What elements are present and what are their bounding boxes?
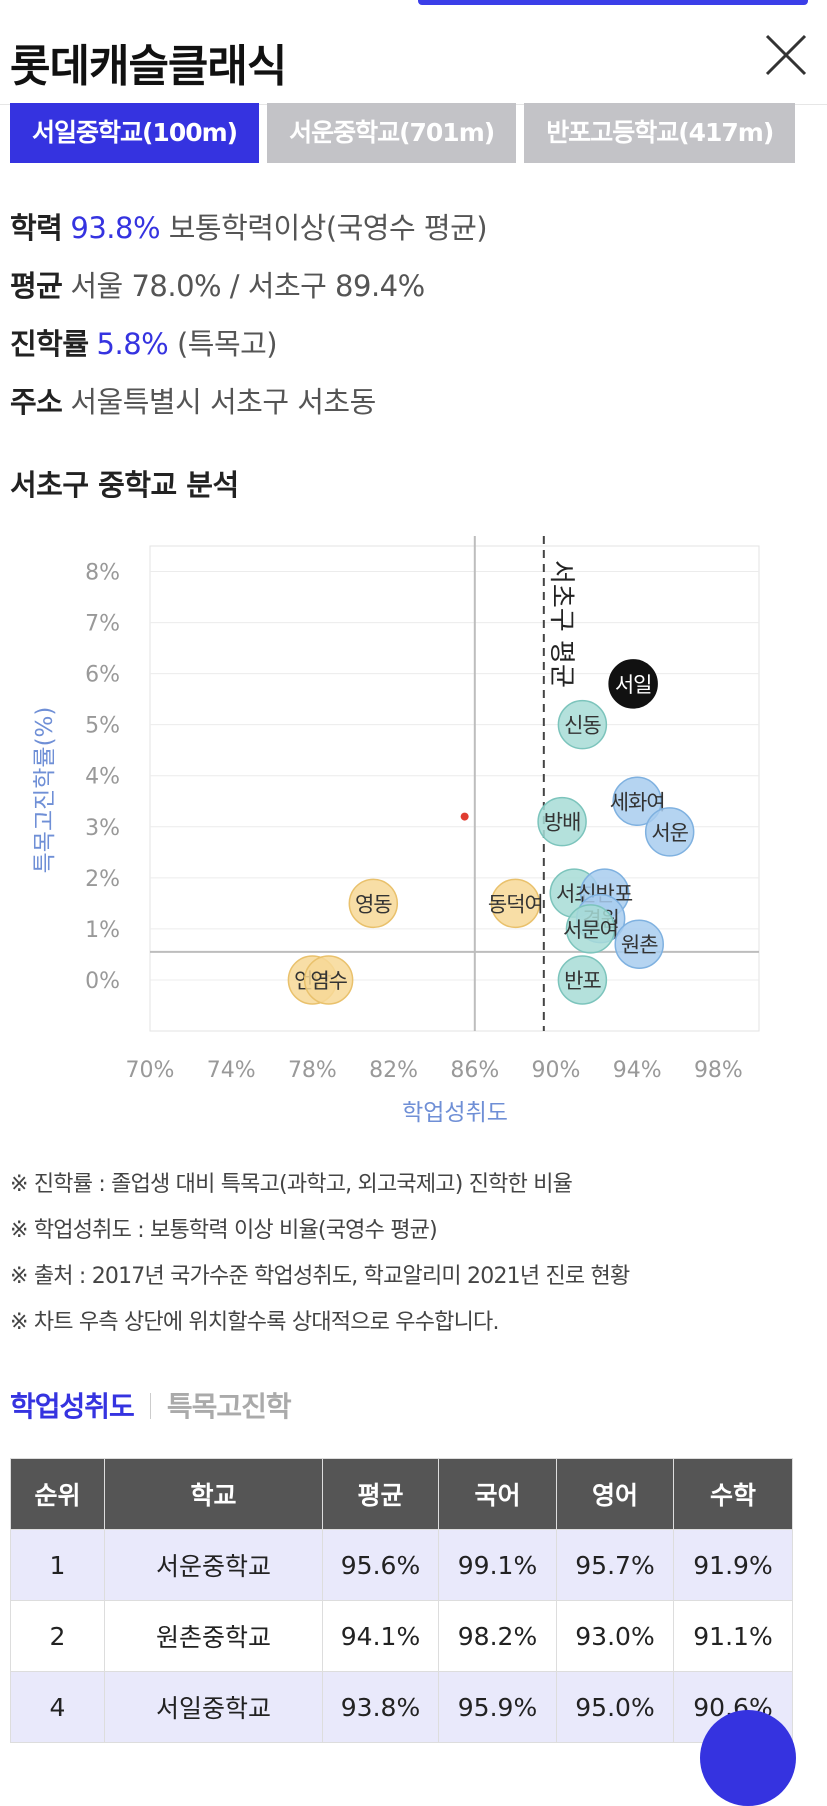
school-point-label: 서문여 bbox=[563, 918, 618, 942]
school-point bbox=[348, 878, 399, 929]
school-point bbox=[565, 904, 616, 954]
tab-seoil[interactable]: 서일중학교(100m) bbox=[10, 103, 260, 163]
y-tick-label: 7% bbox=[85, 612, 120, 637]
y-tick-label: 1% bbox=[85, 918, 120, 943]
district-average-label: 서초구 평균 bbox=[546, 560, 576, 688]
y-tick-label: 5% bbox=[85, 714, 120, 739]
col-avg: 평균 bbox=[322, 1458, 439, 1530]
floating-action-button[interactable] bbox=[700, 1710, 796, 1806]
note-guide: ※ 차트 우측 상단에 위치할수록 상대적으로 우수합니다. bbox=[10, 1310, 499, 1335]
col-kor: 국어 bbox=[438, 1458, 557, 1530]
x-tick-label: 78% bbox=[288, 1058, 337, 1083]
table-row[interactable]: 1 서운중학교 95.6% 99.1% 95.7% 91.9% bbox=[10, 1529, 793, 1601]
tab-seoun[interactable]: 서운중학교(701m) bbox=[267, 103, 517, 163]
achievement-value: 93.8% bbox=[70, 211, 161, 245]
y-tick-label: 3% bbox=[85, 816, 120, 841]
y-tick-label: 0% bbox=[85, 969, 120, 994]
col-school: 학교 bbox=[104, 1458, 323, 1530]
y-tick-label: 8% bbox=[85, 561, 120, 586]
school-point-label: 반포 bbox=[564, 969, 601, 993]
plot-area bbox=[149, 545, 760, 1032]
y-axis-title: 특목고진학률(%) bbox=[32, 707, 58, 874]
school-point bbox=[557, 955, 608, 1005]
info-advancement: 진학률 5.8% (특목고) bbox=[10, 327, 278, 361]
info-address: 주소 서울특별시 서초구 서초동 bbox=[10, 385, 376, 419]
note-advancement: ※ 진학률 : 졸업생 대비 특목고(과학고, 외고국제고) 진학한 비율 bbox=[10, 1172, 573, 1197]
school-info: 학력 93.8% 보통학력이상(국영수 평균) 평균 서울 78.0% / 서초구 … bbox=[10, 205, 488, 437]
tab-achievement[interactable]: 학업성취도 bbox=[10, 1390, 135, 1423]
tab-advancement[interactable]: 특목고진학 bbox=[166, 1390, 292, 1423]
scatter-chart: 0% 1% 2% 3% 4% 5% 6% 7% 8% 70% 74% 78% 82% 86% 90% 94% 9… bbox=[32, 536, 760, 1126]
table-row[interactable]: 4 서일중학교 93.8% 95.9% 95.0% 90.6% bbox=[10, 1671, 793, 1743]
school-point-label: 방배 bbox=[544, 811, 581, 835]
y-tick-label: 4% bbox=[85, 765, 120, 790]
school-point bbox=[557, 699, 608, 750]
school-point bbox=[303, 955, 354, 1005]
ranking-table: 순위 학교 평균 국어 영어 수학 1 서운중학교 95.6% 99.1% 95… bbox=[10, 1458, 793, 1743]
school-point-label: 원촌 bbox=[621, 933, 658, 957]
header: 롯데캐슬클래식 bbox=[0, 18, 827, 105]
school-point-label: 신동 bbox=[564, 714, 601, 738]
chart-notes: ※ 진학률 : 졸업생 대비 특목고(과학고, 외고국제고) 진학한 비율 ※ … bbox=[10, 1166, 630, 1350]
close-icon[interactable] bbox=[763, 32, 809, 78]
school-tabs: 서일중학교(100m) 서운중학교(701m) 반포고등학교(417m) bbox=[10, 103, 827, 163]
col-rank: 순위 bbox=[10, 1458, 105, 1530]
info-average: 평균 서울 78.0% / 서초구 89.4% bbox=[10, 269, 425, 303]
ranking-tabs: 학업성취도 특목고진학 bbox=[10, 1385, 292, 1425]
school-point bbox=[614, 919, 664, 969]
school-point bbox=[537, 796, 587, 847]
advancement-value: 5.8% bbox=[96, 327, 169, 361]
school-point-label: 서일 bbox=[615, 673, 652, 697]
school-point-label: 염수 bbox=[310, 969, 347, 993]
school-point bbox=[490, 878, 541, 929]
note-achievement: ※ 학업성취도 : 보통학력 이상 비율(국영수 평균) bbox=[10, 1218, 438, 1243]
note-source: ※ 출처 : 2017년 국가수준 학업성취도, 학교알리미 2021년 진로 … bbox=[10, 1264, 630, 1289]
page-title: 롯데캐슬클래식 bbox=[10, 41, 287, 92]
info-achievement: 학력 93.8% 보통학력이상(국영수 평균) bbox=[10, 211, 488, 245]
section-title: 서초구 중학교 분석 bbox=[10, 468, 239, 502]
x-tick-label: 98% bbox=[694, 1058, 743, 1083]
y-tick-label: 6% bbox=[85, 663, 120, 688]
school-point-label: 서운 bbox=[651, 821, 688, 845]
school-point bbox=[612, 776, 662, 827]
highlight-marker bbox=[460, 812, 469, 821]
school-point-label: 세화여 bbox=[610, 790, 665, 814]
col-math: 수학 bbox=[673, 1458, 793, 1530]
table-header-row: 순위 학교 평균 국어 영어 수학 bbox=[10, 1458, 793, 1530]
col-eng: 영어 bbox=[556, 1458, 674, 1530]
x-axis-title: 학업성취도 bbox=[402, 1100, 508, 1126]
school-point-label: 동덕여 bbox=[488, 892, 543, 916]
school-point bbox=[608, 659, 658, 709]
x-tick-label: 82% bbox=[369, 1058, 418, 1083]
tab-divider bbox=[149, 1393, 151, 1419]
x-tick-label: 86% bbox=[450, 1058, 499, 1083]
school-point bbox=[644, 807, 695, 857]
x-tick-label: 70% bbox=[126, 1058, 175, 1083]
table-row[interactable]: 2 원촌중학교 94.1% 98.2% 93.0% 91.1% bbox=[10, 1600, 793, 1672]
x-tick-label: 74% bbox=[207, 1058, 256, 1083]
y-tick-label: 2% bbox=[85, 867, 120, 892]
x-tick-label: 94% bbox=[613, 1058, 662, 1083]
school-point-label: 영동 bbox=[355, 892, 392, 916]
top-accent-bar bbox=[418, 0, 808, 5]
x-tick-label: 90% bbox=[532, 1058, 581, 1083]
tab-banpo-high[interactable]: 반포고등학교(417m) bbox=[524, 103, 796, 163]
